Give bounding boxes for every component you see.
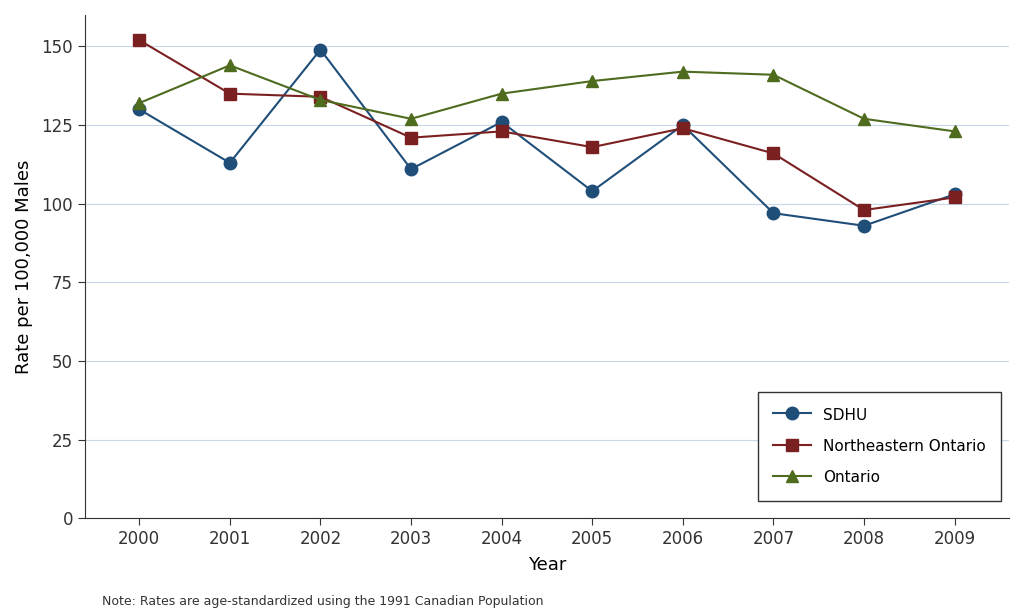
X-axis label: Year: Year bbox=[527, 556, 566, 575]
Northeastern Ontario bbox=[496, 128, 508, 135]
Y-axis label: Rate per 100,000 Males: Rate per 100,000 Males bbox=[15, 160, 33, 374]
SDHU bbox=[677, 122, 689, 129]
Northeastern Ontario bbox=[404, 134, 417, 141]
Line: SDHU: SDHU bbox=[133, 44, 961, 232]
Ontario bbox=[314, 96, 327, 104]
Northeastern Ontario bbox=[223, 90, 236, 98]
Line: Ontario: Ontario bbox=[133, 59, 961, 138]
SDHU bbox=[767, 209, 779, 217]
Ontario bbox=[858, 115, 870, 122]
Ontario bbox=[404, 115, 417, 122]
Northeastern Ontario bbox=[677, 125, 689, 132]
Northeastern Ontario bbox=[586, 144, 598, 151]
Northeastern Ontario bbox=[133, 36, 145, 44]
SDHU bbox=[948, 190, 961, 198]
Ontario bbox=[767, 71, 779, 79]
Line: Northeastern Ontario: Northeastern Ontario bbox=[133, 34, 961, 216]
SDHU bbox=[314, 46, 327, 53]
Ontario bbox=[133, 99, 145, 107]
SDHU bbox=[223, 159, 236, 166]
SDHU bbox=[858, 222, 870, 230]
Northeastern Ontario bbox=[858, 206, 870, 214]
Ontario bbox=[677, 68, 689, 76]
Northeastern Ontario bbox=[314, 93, 327, 101]
SDHU bbox=[133, 106, 145, 113]
Ontario bbox=[948, 128, 961, 135]
Northeastern Ontario bbox=[948, 194, 961, 201]
Ontario bbox=[496, 90, 508, 98]
Northeastern Ontario bbox=[767, 150, 779, 157]
Text: Note: Rates are age-standardized using the 1991 Canadian Population: Note: Rates are age-standardized using t… bbox=[102, 595, 544, 608]
Legend: SDHU, Northeastern Ontario, Ontario: SDHU, Northeastern Ontario, Ontario bbox=[758, 392, 1001, 500]
Ontario bbox=[223, 61, 236, 69]
SDHU bbox=[496, 119, 508, 126]
SDHU bbox=[404, 165, 417, 173]
SDHU bbox=[586, 187, 598, 195]
Ontario bbox=[586, 77, 598, 85]
